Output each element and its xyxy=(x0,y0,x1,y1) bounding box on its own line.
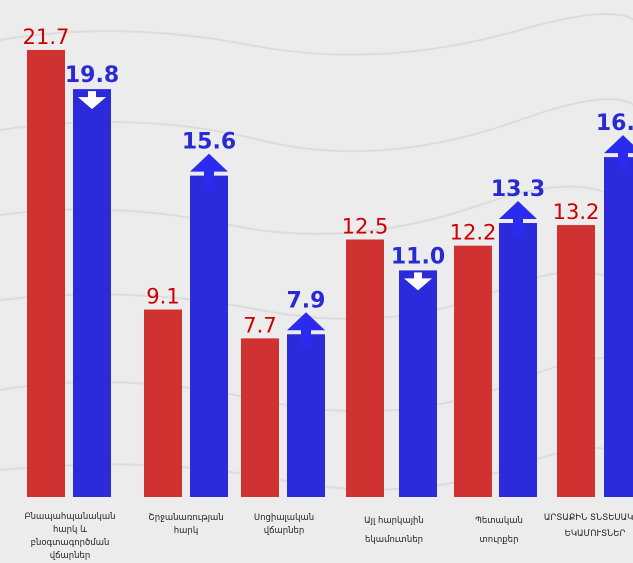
data-label-series1: 7.7 xyxy=(243,313,276,337)
arrow-up-icon xyxy=(287,312,325,331)
data-label-series2: 15.6 xyxy=(182,130,236,155)
arrow-down-icon xyxy=(88,91,96,100)
category-label: Այլ հարկային եկամուտներ xyxy=(364,516,424,545)
bar-series1 xyxy=(346,239,384,497)
category-label: Բնապահպանական հարկ և բնօգտագործման վճարն… xyxy=(24,512,116,561)
data-label-series1: 13.2 xyxy=(553,200,600,224)
bar-series2 xyxy=(499,223,537,497)
bar-series1 xyxy=(27,49,65,497)
bar-series2 xyxy=(287,334,325,497)
arrow-up-icon xyxy=(499,201,537,220)
bar-series2 xyxy=(399,270,437,497)
bar-series2 xyxy=(190,175,228,497)
data-label-series1: 21.7 xyxy=(23,25,70,49)
arrow-down-icon xyxy=(78,97,106,110)
data-label-series1: 12.5 xyxy=(342,215,389,239)
arrow-down-icon xyxy=(404,278,432,291)
arrow-up-icon xyxy=(301,328,311,349)
arrow-up-icon xyxy=(604,135,633,154)
category-label: ԱՐՏԱՔԻՆ ՏՆՏԵՍԱԿԱՆ ԵԿԱՄՈՒՏՆԵՐ xyxy=(543,513,633,539)
data-label-series2: 7.9 xyxy=(287,288,326,313)
category-label: Շրջանառության հարկ xyxy=(148,513,224,536)
category-label: Սոցիալական վճարներ xyxy=(253,513,315,536)
arrow-up-icon xyxy=(204,169,214,190)
bar-series1 xyxy=(144,309,182,497)
data-label-series2: 11.0 xyxy=(391,244,445,269)
bar-series2 xyxy=(604,157,633,497)
data-label-series2: 13.3 xyxy=(491,177,545,202)
arrow-up-icon xyxy=(513,217,523,238)
data-label-series1: 9.1 xyxy=(146,285,179,309)
bar-series1 xyxy=(454,245,492,497)
bar-chart: 21.7 19.8 9.1 15.6 7.7 7.9 12.511.012.2 13.3 13.… xyxy=(23,25,633,498)
bar-series1 xyxy=(557,225,595,497)
bar-series2 xyxy=(73,89,111,498)
data-label-series2: 16.5 xyxy=(596,111,633,136)
bar-series1 xyxy=(241,338,279,497)
arrow-up-icon xyxy=(618,151,628,172)
category-label: Պետական տուրքեր xyxy=(475,516,523,545)
arrow-down-icon xyxy=(414,272,422,281)
data-label-series2: 19.8 xyxy=(65,63,119,88)
data-label-series1: 12.2 xyxy=(450,221,497,245)
arrow-up-icon xyxy=(190,153,228,172)
